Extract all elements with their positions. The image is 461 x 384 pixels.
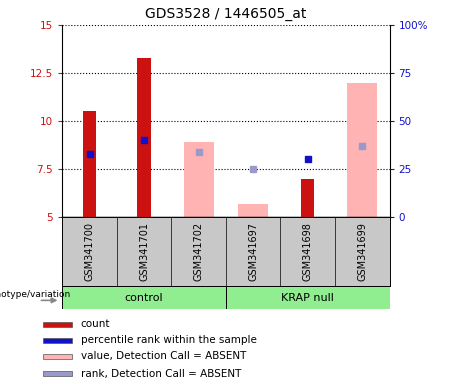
Bar <box>43 371 72 376</box>
FancyBboxPatch shape <box>226 286 390 309</box>
Text: value, Detection Call = ABSENT: value, Detection Call = ABSENT <box>81 351 246 361</box>
FancyBboxPatch shape <box>62 286 226 309</box>
Text: genotype/variation: genotype/variation <box>0 290 71 299</box>
Bar <box>301 179 314 217</box>
Text: percentile rank within the sample: percentile rank within the sample <box>81 335 257 345</box>
Text: KRAP null: KRAP null <box>281 293 334 303</box>
Bar <box>83 111 96 217</box>
Text: GSM341699: GSM341699 <box>357 222 367 281</box>
Text: control: control <box>125 293 163 303</box>
Bar <box>183 142 213 217</box>
Text: rank, Detection Call = ABSENT: rank, Detection Call = ABSENT <box>81 369 241 379</box>
Text: GSM341701: GSM341701 <box>139 222 149 281</box>
Bar <box>137 58 151 217</box>
Text: GSM341698: GSM341698 <box>303 222 313 281</box>
Text: count: count <box>81 319 110 329</box>
Bar <box>238 204 268 217</box>
Bar <box>43 322 72 327</box>
Text: GSM341697: GSM341697 <box>248 222 258 281</box>
Bar <box>43 354 72 359</box>
Text: GSM341702: GSM341702 <box>194 222 204 281</box>
Title: GDS3528 / 1446505_at: GDS3528 / 1446505_at <box>145 7 307 21</box>
Bar <box>43 338 72 343</box>
Bar <box>347 83 377 217</box>
Text: GSM341700: GSM341700 <box>84 222 95 281</box>
